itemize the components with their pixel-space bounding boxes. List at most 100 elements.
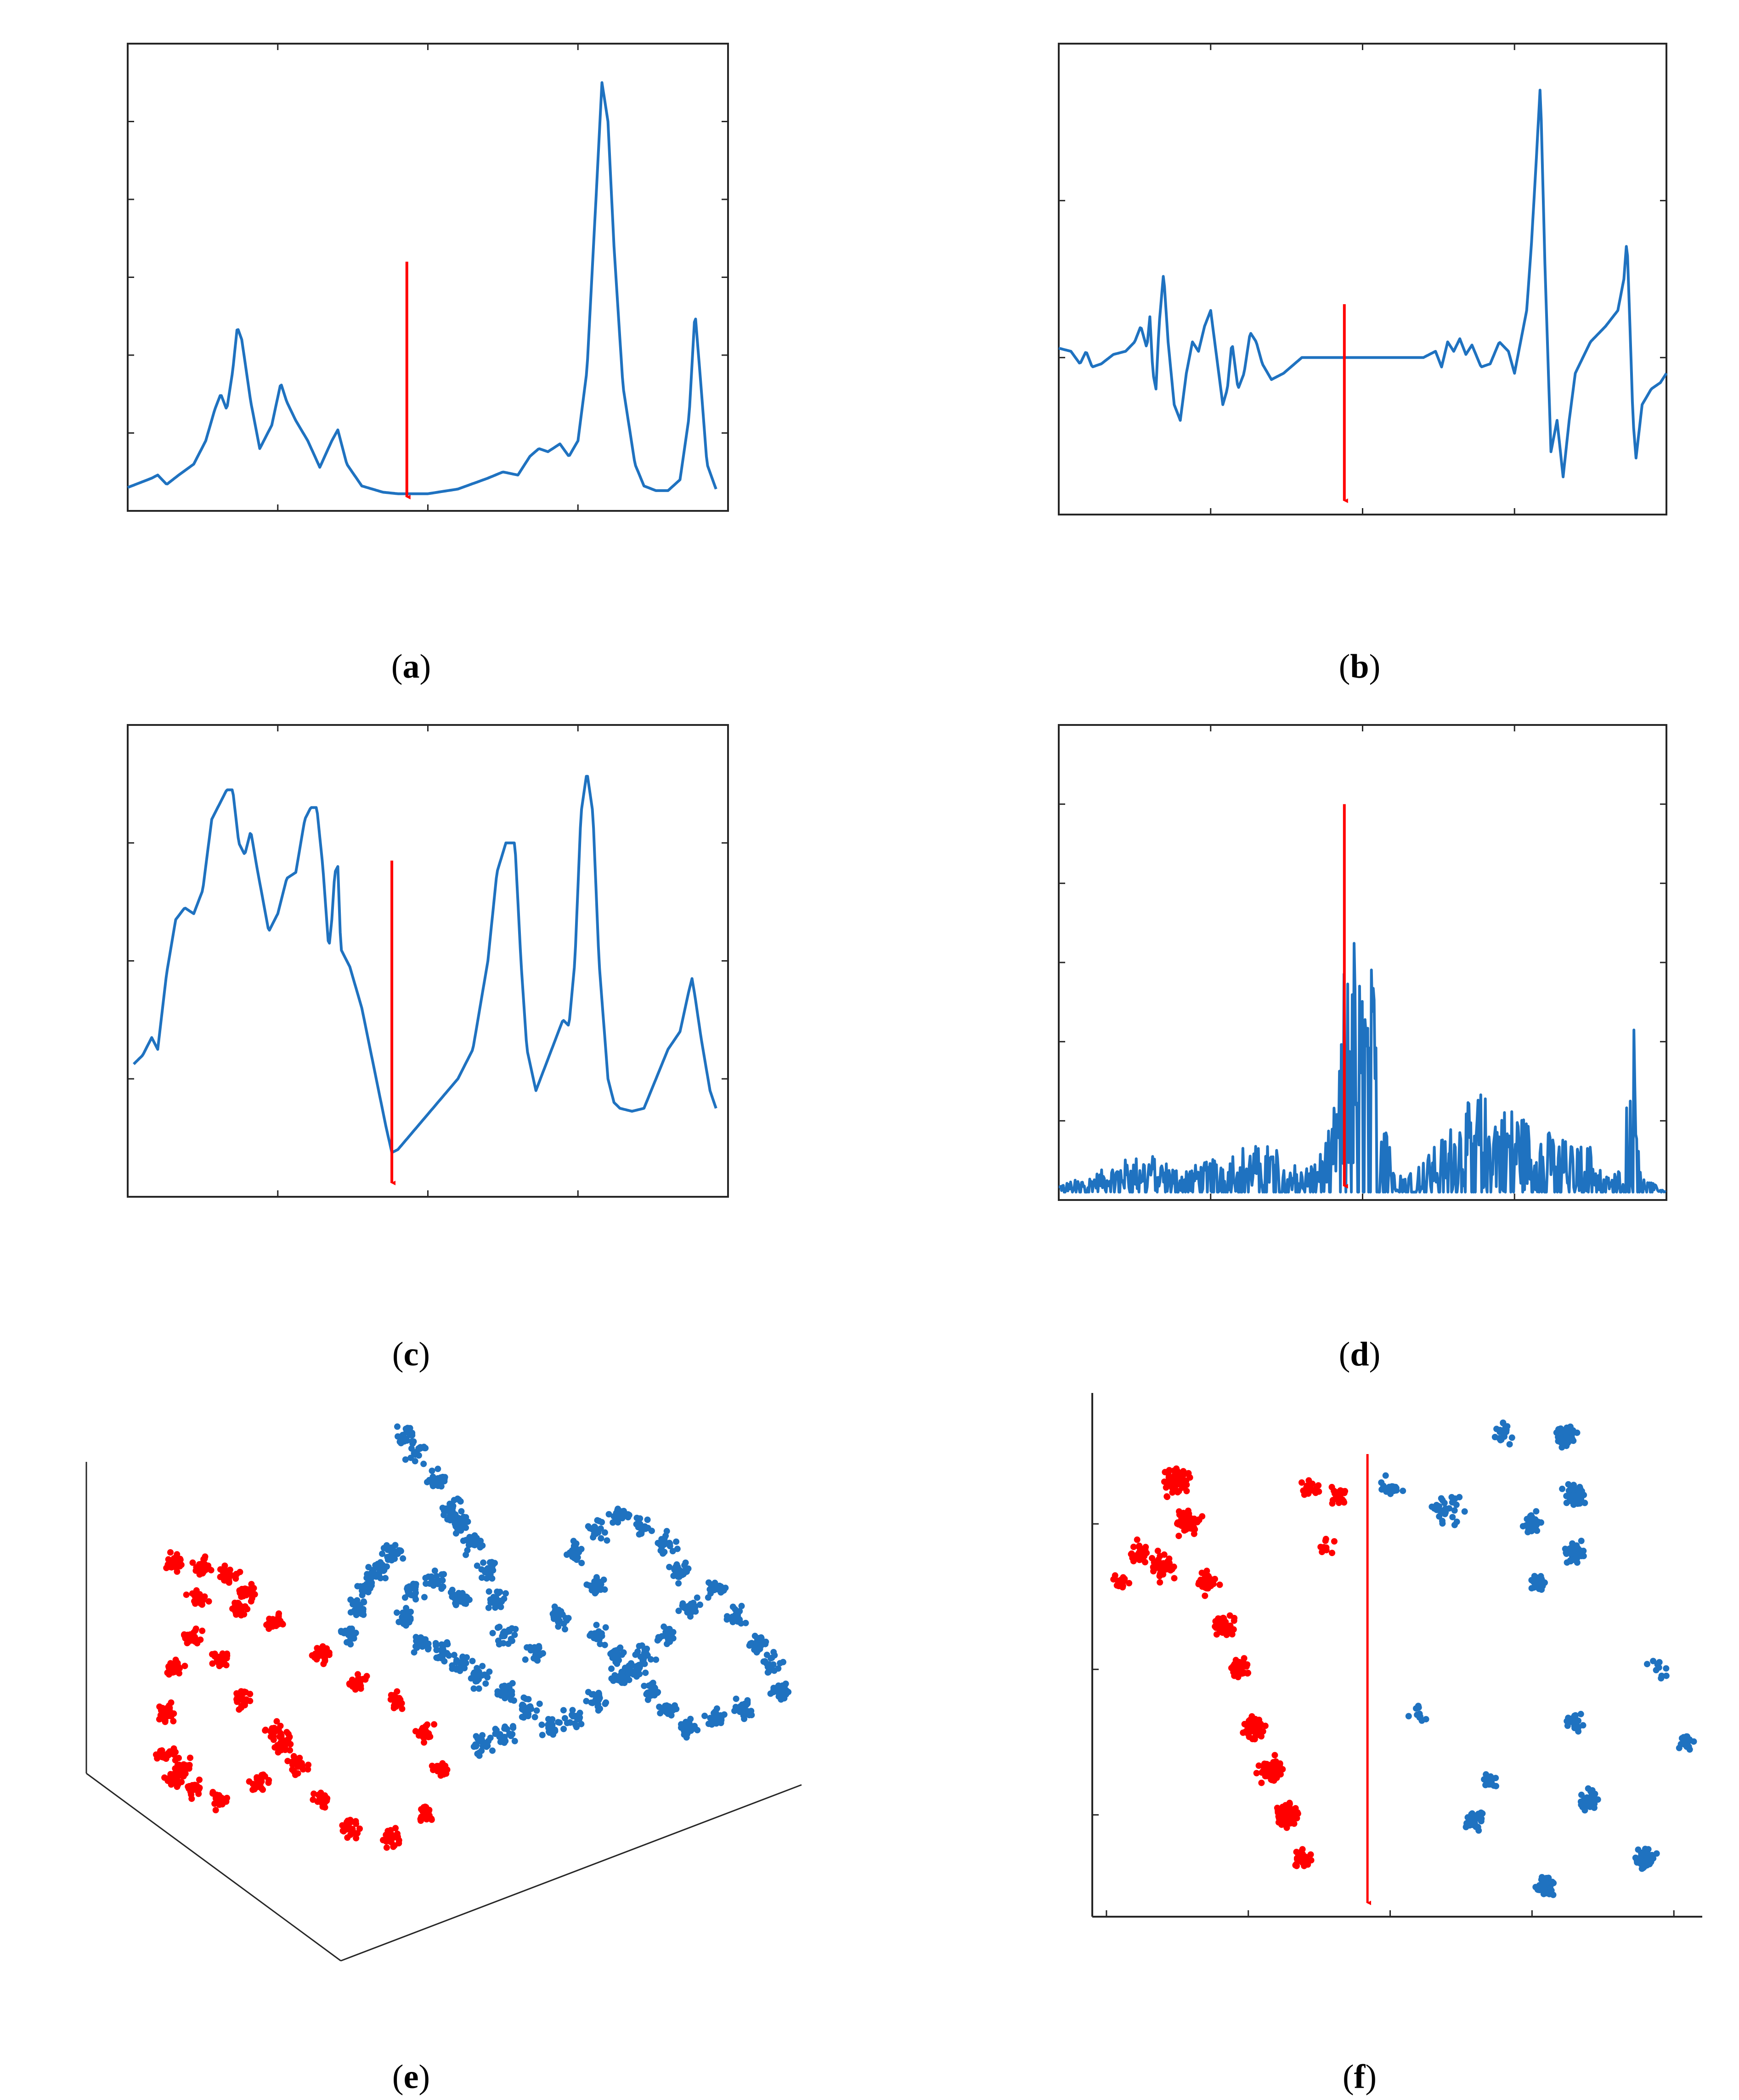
- blue-point: [589, 1699, 596, 1706]
- red-point: [1160, 1571, 1167, 1578]
- blue-point: [1383, 1488, 1390, 1495]
- blue-point: [538, 1650, 545, 1657]
- red-point: [1130, 1544, 1137, 1551]
- red-point: [189, 1590, 196, 1597]
- blue-point: [1564, 1434, 1571, 1441]
- red-point: [1258, 1779, 1265, 1786]
- blue-point: [533, 1707, 540, 1714]
- red-point: [1169, 1566, 1175, 1573]
- blue-point: [375, 1572, 382, 1579]
- blue-point: [451, 1652, 457, 1658]
- red-point: [1248, 1728, 1254, 1735]
- red-point: [399, 1705, 406, 1712]
- red-point: [187, 1755, 193, 1761]
- blue-point: [711, 1579, 718, 1586]
- blue-point: [458, 1508, 465, 1515]
- red-point: [287, 1741, 294, 1748]
- blue-point: [596, 1517, 603, 1524]
- blue-point: [620, 1649, 627, 1656]
- caption-b: (b): [1339, 648, 1380, 685]
- blue-point: [1489, 1777, 1496, 1783]
- red-point: [1198, 1569, 1205, 1576]
- blue-point: [534, 1657, 541, 1664]
- blue-point: [1533, 1508, 1540, 1515]
- blue-point: [440, 1571, 447, 1578]
- red-point: [1336, 1500, 1342, 1506]
- blue-point: [598, 1535, 604, 1542]
- blue-point: [658, 1536, 665, 1543]
- red-point: [250, 1585, 257, 1591]
- blue-point: [676, 1567, 683, 1574]
- red-point: [1293, 1862, 1300, 1869]
- blue-point: [361, 1599, 367, 1606]
- red-point: [287, 1747, 294, 1754]
- red-point: [385, 1836, 392, 1842]
- red-point: [311, 1790, 317, 1797]
- blue-point: [1683, 1742, 1690, 1749]
- blue-point: [499, 1633, 506, 1640]
- blue-point: [354, 1597, 361, 1604]
- x-axis-line: [86, 1772, 341, 1962]
- red-point: [1185, 1507, 1191, 1514]
- red-point: [189, 1559, 196, 1566]
- red-point: [263, 1621, 270, 1628]
- red-point: [1157, 1579, 1163, 1586]
- panel-e: [85, 1423, 802, 1962]
- blue-point: [1643, 1857, 1650, 1864]
- red-point: [242, 1603, 248, 1610]
- blue-point: [435, 1466, 441, 1472]
- blue-point: [1415, 1704, 1422, 1711]
- blue-point: [364, 1580, 371, 1586]
- red-point: [1203, 1568, 1210, 1574]
- blue-point: [347, 1609, 354, 1616]
- blue-point: [561, 1715, 568, 1721]
- red-point: [173, 1769, 180, 1776]
- red-point: [395, 1837, 402, 1844]
- red-point: [164, 1711, 171, 1718]
- blue-point: [585, 1523, 592, 1530]
- red-point: [1297, 1857, 1304, 1864]
- red-point: [226, 1579, 232, 1585]
- red-point: [1229, 1631, 1236, 1638]
- blue-point: [431, 1568, 438, 1574]
- blue-point: [583, 1698, 590, 1704]
- red-point: [205, 1598, 212, 1605]
- blue-point: [644, 1696, 651, 1703]
- red-point: [265, 1779, 272, 1786]
- red-point: [181, 1663, 188, 1670]
- blue-point: [432, 1579, 439, 1586]
- blue-point: [438, 1641, 445, 1648]
- blue-point: [683, 1568, 690, 1575]
- red-point: [1149, 1555, 1156, 1562]
- blue-point: [473, 1674, 480, 1681]
- blue-point: [359, 1592, 366, 1598]
- blue-point: [472, 1534, 479, 1541]
- red-point: [1216, 1581, 1223, 1588]
- blue-point: [644, 1517, 651, 1523]
- red-point: [1241, 1655, 1248, 1662]
- blue-point: [452, 1530, 459, 1537]
- red-point: [209, 1660, 216, 1667]
- red-point: [195, 1598, 202, 1605]
- red-point: [289, 1766, 296, 1773]
- blue-point: [404, 1613, 411, 1620]
- blue-point: [608, 1675, 615, 1682]
- blue-point: [565, 1615, 572, 1622]
- blue-point: [645, 1691, 652, 1698]
- blue-point: [1540, 1579, 1547, 1585]
- blue-point: [460, 1537, 467, 1544]
- red-point: [1165, 1474, 1172, 1481]
- blue-point: [666, 1540, 673, 1547]
- red-point: [1202, 1592, 1208, 1599]
- blue-point: [701, 1712, 708, 1719]
- red-point: [1196, 1579, 1203, 1586]
- blue-point: [681, 1731, 688, 1738]
- red-point: [228, 1572, 235, 1579]
- red-point: [440, 1769, 446, 1776]
- red-point: [1173, 1465, 1180, 1472]
- blue-point: [1653, 1850, 1660, 1857]
- blue-point: [705, 1594, 711, 1601]
- red-point: [305, 1766, 311, 1773]
- blue-point: [482, 1680, 489, 1687]
- red-point: [1191, 1526, 1198, 1533]
